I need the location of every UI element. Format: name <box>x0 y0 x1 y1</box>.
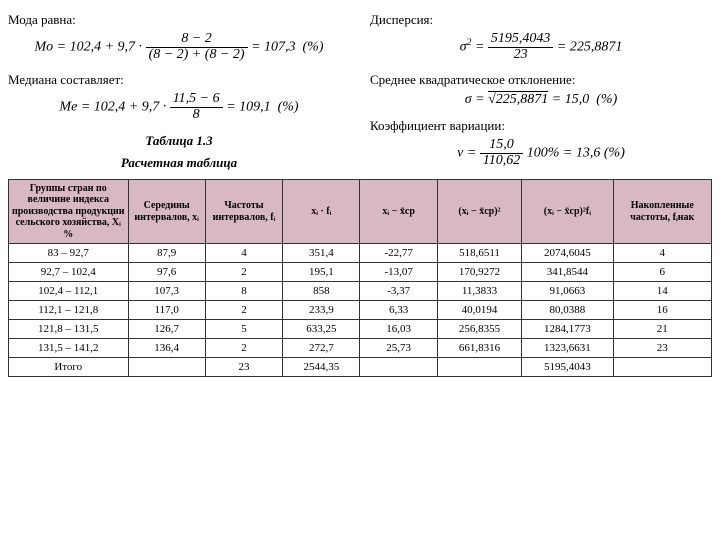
table-cell: 341,8544 <box>522 263 613 282</box>
table-header: Накопленные частоты, fᵢнак <box>613 179 711 244</box>
table-cell: 80,0388 <box>522 301 613 320</box>
table-header: Середины интервалов, xᵢ <box>128 179 205 244</box>
table-row: 102,4 – 112,1107,38858-3,3711,383391,066… <box>9 282 712 301</box>
mode-label: Мода равна: <box>8 12 350 28</box>
left-column: Мода равна: Mo = 102,4 + 9,7 · 8 − 2(8 −… <box>8 8 350 179</box>
table-cell: 195,1 <box>283 263 360 282</box>
table-cell: 107,3 <box>128 282 205 301</box>
table-cell: -22,77 <box>360 244 437 263</box>
table-row: 112,1 – 121,8117,02233,96,3340,019480,03… <box>9 301 712 320</box>
dispersion-formula: σ2 = 5195,404323 = 225,8871 <box>370 32 712 62</box>
table-cell: 2074,6045 <box>522 244 613 263</box>
table-cell: 16 <box>613 301 711 320</box>
table-cell: 14 <box>613 282 711 301</box>
table-cell <box>360 358 437 377</box>
table-cell: 5 <box>205 320 282 339</box>
table-cell <box>437 358 521 377</box>
table-cell <box>128 358 205 377</box>
table-header: (xᵢ − x̄ср)² <box>437 179 521 244</box>
table-cell: 131,5 – 141,2 <box>9 339 129 358</box>
table-header: xᵢ − x̄ср <box>360 179 437 244</box>
table-cell: 661,8316 <box>437 339 521 358</box>
table-cell: -13,07 <box>360 263 437 282</box>
right-column: Дисперсия: σ2 = 5195,404323 = 225,8871 С… <box>370 8 712 179</box>
table-cell: 256,8355 <box>437 320 521 339</box>
table-cell: 2 <box>205 339 282 358</box>
table-header: Частоты интервалов, fᵢ <box>205 179 282 244</box>
table-caption-2: Расчетная таблица <box>8 155 350 171</box>
table-cell: 633,25 <box>283 320 360 339</box>
table-cell: 83 – 92,7 <box>9 244 129 263</box>
table-cell: 102,4 – 112,1 <box>9 282 129 301</box>
table-cell: 121,8 – 131,5 <box>9 320 129 339</box>
median-label: Медиана составляет: <box>8 72 350 88</box>
table-cell: 351,4 <box>283 244 360 263</box>
table-cell: 112,1 – 121,8 <box>9 301 129 320</box>
median-formula: Me = 102,4 + 9,7 · 11,5 − 68 = 109,1 (%) <box>8 92 350 122</box>
std-label: Среднее квадратическое отклонение: <box>370 72 712 88</box>
table-cell: 233,9 <box>283 301 360 320</box>
table-cell: Итого <box>9 358 129 377</box>
table-row: 131,5 – 141,2136,42272,725,73661,8316132… <box>9 339 712 358</box>
table-cell: 87,9 <box>128 244 205 263</box>
table-row: 121,8 – 131,5126,75633,2516,03256,835512… <box>9 320 712 339</box>
table-cell: 117,0 <box>128 301 205 320</box>
table-cell: 2 <box>205 263 282 282</box>
dispersion-label: Дисперсия: <box>370 12 712 28</box>
table-cell: 858 <box>283 282 360 301</box>
table-cell: 518,6511 <box>437 244 521 263</box>
cv-formula: v = 15,0110,62 100% = 13,6 (%) <box>370 138 712 168</box>
table-cell: 92,7 – 102,4 <box>9 263 129 282</box>
table-caption-1: Таблица 1.3 <box>8 133 350 149</box>
table-cell: 4 <box>205 244 282 263</box>
cv-label: Коэффициент вариации: <box>370 118 712 134</box>
table-cell: 40,0194 <box>437 301 521 320</box>
table-cell: 2544,35 <box>283 358 360 377</box>
table-cell: 136,4 <box>128 339 205 358</box>
table-cell: 97,6 <box>128 263 205 282</box>
table-cell: -3,37 <box>360 282 437 301</box>
table-cell: 23 <box>613 339 711 358</box>
table-row: 83 – 92,787,94351,4-22,77518,65112074,60… <box>9 244 712 263</box>
table-cell: 11,3833 <box>437 282 521 301</box>
table-row: Итого 232544,35 5195,4043 <box>9 358 712 377</box>
table-row: 92,7 – 102,497,62195,1-13,07170,9272341,… <box>9 263 712 282</box>
table-cell: 2 <box>205 301 282 320</box>
table-header: xᵢ · fᵢ <box>283 179 360 244</box>
table-cell: 6 <box>613 263 711 282</box>
table-header: (xᵢ − x̄ср)²fᵢ <box>522 179 613 244</box>
table-cell: 91,0663 <box>522 282 613 301</box>
table-cell: 1284,1773 <box>522 320 613 339</box>
table-cell: 5195,4043 <box>522 358 613 377</box>
table-cell: 1323,6631 <box>522 339 613 358</box>
table-cell: 16,03 <box>360 320 437 339</box>
table-cell: 170,9272 <box>437 263 521 282</box>
std-formula: σ = √225,8871 = 15,0 (%) <box>370 92 712 108</box>
mode-formula: Mo = 102,4 + 9,7 · 8 − 2(8 − 2) + (8 − 2… <box>8 32 350 62</box>
table-cell: 272,7 <box>283 339 360 358</box>
table-cell: 25,73 <box>360 339 437 358</box>
table-cell: 8 <box>205 282 282 301</box>
table-cell <box>613 358 711 377</box>
table-cell: 126,7 <box>128 320 205 339</box>
formulas-section: Мода равна: Mo = 102,4 + 9,7 · 8 − 2(8 −… <box>8 8 712 179</box>
table-cell: 23 <box>205 358 282 377</box>
table-cell: 6,33 <box>360 301 437 320</box>
table-cell: 21 <box>613 320 711 339</box>
table-header: Группы стран по величине индекса произво… <box>9 179 129 244</box>
calc-table: Группы стран по величине индекса произво… <box>8 179 712 378</box>
table-cell: 4 <box>613 244 711 263</box>
